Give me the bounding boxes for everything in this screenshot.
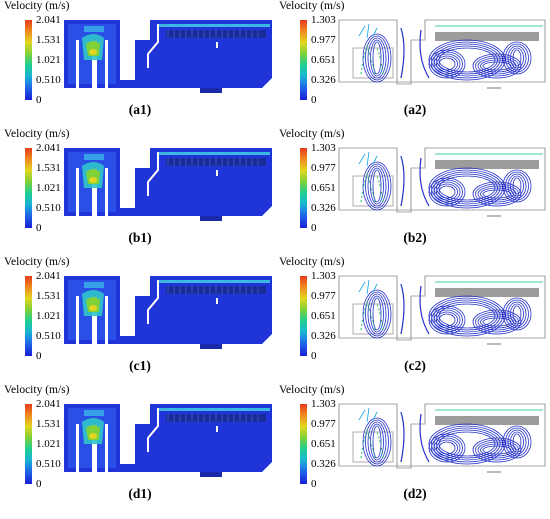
colorbar-tick: 1.531 xyxy=(36,162,61,174)
colorbar-title: Velocity (m/s) xyxy=(279,256,345,268)
panel-c2: Velocity (m/s) 1.303 0.977 0.651 0.326 0 (c2) xyxy=(275,256,550,386)
colorbar-tick: 1.531 xyxy=(36,34,61,46)
subfigure-label: (b1) xyxy=(128,230,152,245)
colorbar-tick: 1.021 xyxy=(36,54,61,66)
colorbar-tick: 1.021 xyxy=(36,182,61,194)
colorbar-tick: 0.977 xyxy=(311,418,336,430)
colorbar-tick: 2.041 xyxy=(36,142,61,154)
colorbar-tick: 0.651 xyxy=(311,310,336,322)
subfigure-label: (c2) xyxy=(404,358,426,373)
colorbar-tick: 0.326 xyxy=(311,458,336,470)
subfigure-label: (d2) xyxy=(403,486,427,501)
colorbar-tick: 0 xyxy=(36,350,42,362)
velocity-contour-plot xyxy=(62,402,274,488)
panel-c1: Velocity (m/s) 2.041 1.531 1.021 0.510 0 xyxy=(0,256,275,386)
colorbar-tick: 2.041 xyxy=(36,14,61,26)
colorbar xyxy=(300,20,307,100)
velocity-contour-plot xyxy=(62,274,274,360)
subfigure-label: (a1) xyxy=(128,102,152,117)
colorbar-tick: 0.651 xyxy=(311,182,336,194)
colorbar-title: Velocity (m/s) xyxy=(279,128,345,140)
colorbar-tick: 0.510 xyxy=(36,330,61,342)
subfigure-label: (d1) xyxy=(128,486,152,501)
colorbar-title: Velocity (m/s) xyxy=(4,0,70,12)
panel-b2: Velocity (m/s) 1.303 0.977 0.651 0.326 0 (b2) xyxy=(275,128,550,258)
panel-a1: Velocity (m/s) 2.041 1.531 1.021 0.510 0 xyxy=(0,0,275,130)
colorbar-tick: 0.977 xyxy=(311,290,336,302)
colorbar xyxy=(25,276,32,356)
colorbar-tick: 0 xyxy=(311,94,317,106)
panel-d1: Velocity (m/s) 2.041 1.531 1.021 0.510 0 xyxy=(0,384,275,514)
velocity-contour-plot xyxy=(62,146,274,232)
colorbar-title: Velocity (m/s) xyxy=(4,384,70,396)
panel-d2: Velocity (m/s) 1.303 0.977 0.651 0.326 0 (d2) xyxy=(275,384,550,514)
colorbar-tick: 0.977 xyxy=(311,34,336,46)
colorbar-tick: 0.651 xyxy=(311,54,336,66)
streamline-plot xyxy=(337,274,549,360)
colorbar-tick: 0.510 xyxy=(36,458,61,470)
colorbar-tick: 1.021 xyxy=(36,438,61,450)
colorbar-tick: 0.326 xyxy=(311,330,336,342)
colorbar-tick: 1.531 xyxy=(36,418,61,430)
streamline-plot xyxy=(337,18,549,104)
colorbar-title: Velocity (m/s) xyxy=(279,0,345,12)
colorbar-tick: 0 xyxy=(36,222,42,234)
colorbar xyxy=(25,404,32,484)
subfigure-label: (b2) xyxy=(403,230,427,245)
colorbar-tick: 2.041 xyxy=(36,270,61,282)
colorbar xyxy=(25,148,32,228)
colorbar-tick: 0.326 xyxy=(311,74,336,86)
colorbar-title: Velocity (m/s) xyxy=(4,128,70,140)
colorbar xyxy=(300,404,307,484)
colorbar-tick: 0.510 xyxy=(36,74,61,86)
colorbar-tick: 0.510 xyxy=(36,202,61,214)
colorbar-tick: 0.651 xyxy=(311,438,336,450)
panel-a2: Velocity (m/s) 1.303 0.977 0.651 0.326 0 (a2) xyxy=(275,0,550,130)
subfigure-label: (a2) xyxy=(403,102,427,117)
colorbar-tick: 1.303 xyxy=(311,398,336,410)
colorbar-tick: 1.021 xyxy=(36,310,61,322)
colorbar-tick: 1.303 xyxy=(311,14,336,26)
colorbar xyxy=(300,276,307,356)
streamline-plot xyxy=(337,402,549,488)
streamline-plot xyxy=(337,146,549,232)
colorbar-tick: 1.531 xyxy=(36,290,61,302)
colorbar-tick: 0 xyxy=(311,350,317,362)
colorbar-tick: 0 xyxy=(36,94,42,106)
colorbar xyxy=(300,148,307,228)
colorbar-title: Velocity (m/s) xyxy=(279,384,345,396)
colorbar-tick: 0 xyxy=(36,478,42,490)
subfigure-label: (c1) xyxy=(129,358,151,373)
velocity-contour-plot xyxy=(62,18,274,104)
colorbar-tick: 0 xyxy=(311,478,317,490)
colorbar-tick: 2.041 xyxy=(36,398,61,410)
colorbar-tick: 0 xyxy=(311,222,317,234)
colorbar-tick: 0.326 xyxy=(311,202,336,214)
colorbar-tick: 1.303 xyxy=(311,270,336,282)
panel-b1: Velocity (m/s) 2.041 1.531 1.021 0.510 0 xyxy=(0,128,275,258)
colorbar-title: Velocity (m/s) xyxy=(4,256,70,268)
colorbar xyxy=(25,20,32,100)
colorbar-tick: 1.303 xyxy=(311,142,336,154)
colorbar-tick: 0.977 xyxy=(311,162,336,174)
